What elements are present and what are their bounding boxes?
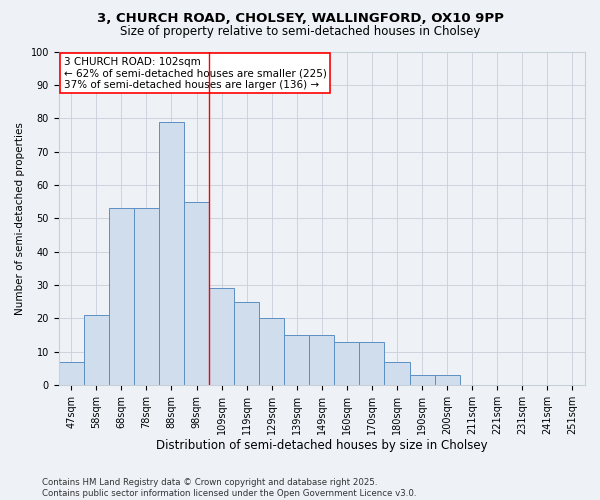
Bar <box>259 318 284 385</box>
Text: 3, CHURCH ROAD, CHOLSEY, WALLINGFORD, OX10 9PP: 3, CHURCH ROAD, CHOLSEY, WALLINGFORD, OX… <box>97 12 503 26</box>
X-axis label: Distribution of semi-detached houses by size in Cholsey: Distribution of semi-detached houses by … <box>156 440 488 452</box>
Bar <box>434 375 460 385</box>
Bar <box>59 362 84 385</box>
Text: Size of property relative to semi-detached houses in Cholsey: Size of property relative to semi-detach… <box>120 25 480 38</box>
Text: Contains HM Land Registry data © Crown copyright and database right 2025.
Contai: Contains HM Land Registry data © Crown c… <box>42 478 416 498</box>
Bar <box>284 335 309 385</box>
Bar <box>159 122 184 385</box>
Bar <box>309 335 334 385</box>
Bar <box>84 315 109 385</box>
Bar <box>234 302 259 385</box>
Bar <box>209 288 234 385</box>
Bar <box>109 208 134 385</box>
Y-axis label: Number of semi-detached properties: Number of semi-detached properties <box>15 122 25 314</box>
Bar <box>410 375 434 385</box>
Bar <box>385 362 410 385</box>
Bar <box>359 342 385 385</box>
Bar <box>134 208 159 385</box>
Bar <box>334 342 359 385</box>
Bar <box>184 202 209 385</box>
Text: 3 CHURCH ROAD: 102sqm
← 62% of semi-detached houses are smaller (225)
37% of sem: 3 CHURCH ROAD: 102sqm ← 62% of semi-deta… <box>64 56 327 90</box>
